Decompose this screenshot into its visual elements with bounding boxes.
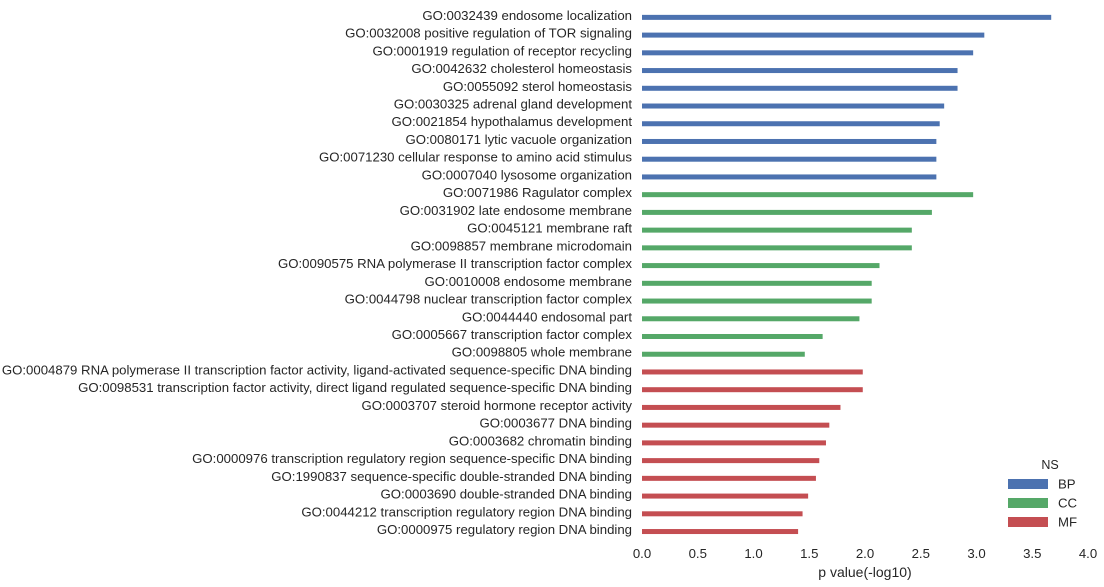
bar-mf bbox=[642, 404, 841, 410]
bar-bp bbox=[642, 174, 937, 180]
bar-bp bbox=[642, 156, 937, 162]
bar-cc bbox=[642, 334, 823, 340]
bar-cc bbox=[642, 351, 805, 357]
x-tick-label: 1.0 bbox=[744, 546, 762, 561]
category-label: GO:1990837 sequence-specific double-stra… bbox=[271, 469, 632, 484]
bar-cc bbox=[642, 192, 974, 198]
bar-mf bbox=[642, 529, 799, 535]
x-tick-label: 0.0 bbox=[633, 546, 651, 561]
category-label: GO:0044440 endosomal part bbox=[462, 309, 632, 324]
category-label: GO:0007040 lysosome organization bbox=[422, 167, 632, 182]
bar-cc bbox=[642, 316, 860, 322]
category-label: GO:0098531 transcription factor activity… bbox=[78, 380, 632, 395]
bar-bp bbox=[642, 85, 958, 91]
x-tick-label: 4.0 bbox=[1079, 546, 1097, 561]
category-label: GO:0090575 RNA polymerase II transcripti… bbox=[278, 256, 632, 271]
bar-cc bbox=[642, 263, 880, 269]
bar-mf bbox=[642, 475, 816, 481]
x-tick-label: 3.0 bbox=[967, 546, 985, 561]
bar-bp bbox=[642, 14, 1052, 20]
legend-label-cc: CC bbox=[1058, 496, 1078, 511]
category-label: GO:0044798 nuclear transcription factor … bbox=[345, 292, 633, 307]
bar-mf bbox=[642, 369, 863, 375]
x-tick-label: 3.5 bbox=[1023, 546, 1041, 561]
category-label: GO:0004879 RNA polymerase II transcripti… bbox=[2, 362, 632, 377]
category-label: GO:0045121 membrane raft bbox=[467, 221, 632, 236]
legend-swatch-cc bbox=[1008, 498, 1048, 508]
x-axis-ticks: 0.0 0.5 1.0 1.5 2.0 2.5 3.0 3.5 4.0 bbox=[633, 546, 1097, 561]
category-label: GO:0000976 transcription regulatory regi… bbox=[192, 451, 632, 466]
category-labels: GO:0032439 endosome localization GO:00320… bbox=[2, 8, 633, 537]
bar-bp bbox=[642, 121, 940, 127]
category-label: GO:0010008 endosome membrane bbox=[425, 274, 632, 289]
bar-bp bbox=[642, 32, 985, 38]
x-tick-label: 0.5 bbox=[689, 546, 707, 561]
category-label: GO:0003677 DNA binding bbox=[480, 416, 633, 431]
bar-bp bbox=[642, 50, 974, 56]
bar-mf bbox=[642, 458, 820, 464]
category-label: GO:0030325 adrenal gland development bbox=[394, 97, 633, 112]
bar-mf bbox=[642, 422, 830, 428]
bar-cc bbox=[642, 298, 872, 304]
bars-layer bbox=[642, 14, 1052, 535]
category-label: GO:0042632 cholesterol homeostasis bbox=[411, 61, 632, 76]
legend: NS BP CC MF bbox=[1008, 458, 1078, 530]
bar-bp bbox=[642, 138, 937, 144]
legend-label-bp: BP bbox=[1058, 477, 1076, 492]
bar-cc bbox=[642, 227, 912, 233]
category-label: GO:0021854 hypothalamus development bbox=[392, 114, 633, 129]
bar-cc bbox=[642, 245, 912, 251]
category-label: GO:0080171 lytic vacuole organization bbox=[405, 132, 632, 147]
category-label: GO:0005667 transcription factor complex bbox=[392, 327, 633, 342]
x-tick-label: 2.0 bbox=[856, 546, 874, 561]
bar-mf bbox=[642, 511, 803, 517]
category-label: GO:0003707 steroid hormone receptor acti… bbox=[362, 398, 633, 413]
category-label: GO:0001919 regulation of receptor recycl… bbox=[372, 43, 632, 58]
bar-bp bbox=[642, 103, 945, 109]
category-label: GO:0003682 chromatin binding bbox=[449, 433, 632, 448]
category-label: GO:0055092 sterol homeostasis bbox=[443, 79, 633, 94]
category-label: GO:0071986 Ragulator complex bbox=[443, 185, 633, 200]
x-tick-label: 2.5 bbox=[912, 546, 930, 561]
bar-mf bbox=[642, 440, 826, 446]
category-label: GO:0044212 transcription regulatory regi… bbox=[301, 504, 632, 519]
category-label: GO:0098857 membrane microdomain bbox=[411, 238, 632, 253]
category-label: GO:0071230 cellular response to amino ac… bbox=[319, 150, 632, 165]
bar-cc bbox=[642, 280, 872, 286]
bar-cc bbox=[642, 209, 932, 215]
x-tick-label: 1.5 bbox=[800, 546, 818, 561]
category-label: GO:0000975 regulatory region DNA binding bbox=[377, 522, 632, 537]
legend-entries: BP CC MF bbox=[1008, 477, 1078, 530]
legend-swatch-mf bbox=[1008, 517, 1048, 527]
category-label: GO:0031902 late endosome membrane bbox=[400, 203, 632, 218]
legend-label-mf: MF bbox=[1058, 515, 1077, 530]
x-axis-label: p value(-log10) bbox=[818, 564, 911, 580]
category-label: GO:0032008 positive regulation of TOR si… bbox=[345, 26, 632, 41]
bar-mf bbox=[642, 387, 863, 393]
category-label: GO:0098805 whole membrane bbox=[452, 345, 632, 360]
category-label: GO:0032439 endosome localization bbox=[422, 8, 632, 23]
bar-mf bbox=[642, 493, 809, 499]
bar-bp bbox=[642, 68, 958, 74]
legend-swatch-bp bbox=[1008, 479, 1048, 489]
category-label: GO:0003690 double-stranded DNA binding bbox=[381, 487, 632, 502]
legend-title: NS bbox=[1041, 458, 1058, 472]
